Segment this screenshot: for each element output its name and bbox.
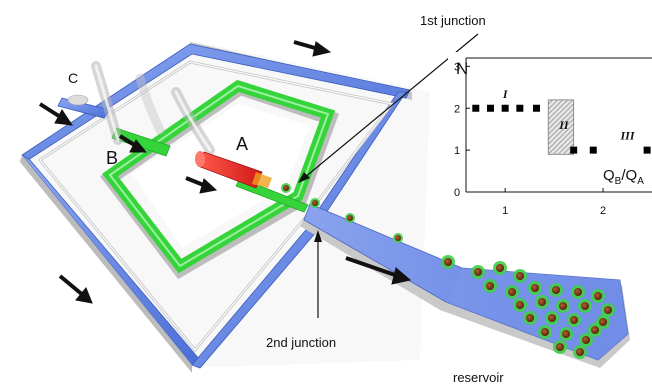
droplet <box>538 325 552 339</box>
x-tick-label: 2 <box>600 205 606 217</box>
region-label: III <box>620 129 636 143</box>
droplet <box>567 313 581 327</box>
droplet <box>549 283 563 297</box>
flow-arrows <box>38 40 412 304</box>
data-point <box>570 146 578 154</box>
droplet <box>393 233 403 243</box>
data-point <box>532 104 540 112</box>
chart-ticks: 0 1 2 3 1 2 <box>454 61 606 217</box>
droplet <box>556 299 570 313</box>
droplet <box>493 261 507 275</box>
droplet <box>483 279 497 293</box>
arrow-b <box>118 134 148 153</box>
droplet <box>573 345 587 359</box>
inlet-a-label: A <box>236 134 248 154</box>
arrow-a <box>185 176 218 194</box>
inlet-b-label: B <box>106 148 118 168</box>
droplet <box>601 303 615 317</box>
inlet-c-label: C <box>68 70 78 86</box>
y-tick-label: 3 <box>454 61 460 73</box>
inner-channel <box>195 151 272 189</box>
chart-points <box>472 104 651 154</box>
region-label: I <box>502 87 509 101</box>
arrow-top <box>293 40 332 57</box>
droplet <box>513 298 527 312</box>
first-junction-label: 1st junction <box>420 13 486 28</box>
droplets <box>281 183 615 359</box>
data-point <box>472 104 480 112</box>
shaded-band <box>547 99 575 155</box>
droplet <box>578 299 592 313</box>
droplet <box>471 265 485 279</box>
data-point <box>589 146 597 154</box>
outer-channel <box>20 42 412 373</box>
droplet <box>513 269 527 283</box>
chart-ylabel: N <box>456 59 468 78</box>
droplet <box>281 183 291 193</box>
droplet <box>523 311 537 325</box>
droplet <box>559 327 573 341</box>
droplet <box>571 285 585 299</box>
droplet <box>441 255 455 269</box>
droplet <box>588 323 602 337</box>
y-tick-label: 1 <box>454 145 460 157</box>
droplet <box>579 333 593 347</box>
arrow-output <box>345 256 412 285</box>
data-point <box>516 104 524 112</box>
data-point <box>486 104 494 112</box>
droplet <box>310 198 320 208</box>
reservoir-label: reservoir <box>453 370 504 385</box>
droplet <box>505 285 519 299</box>
x-tick-label: 1 <box>502 205 508 217</box>
chart-xlabel: QB/QA <box>603 167 644 187</box>
y-tick-label: 2 <box>454 103 460 115</box>
droplet <box>545 311 559 325</box>
region-label: II <box>558 118 570 132</box>
droplet <box>535 295 549 309</box>
y-tick-label: 0 <box>454 187 460 199</box>
arrow-left <box>38 102 74 126</box>
inlet-tubes <box>91 61 215 155</box>
data-point <box>643 146 651 154</box>
second-junction-label: 2nd junction <box>266 335 336 350</box>
droplet <box>345 213 355 223</box>
arrow-bottom-left <box>58 274 93 304</box>
droplet <box>553 340 567 354</box>
droplet <box>591 289 605 303</box>
droplet <box>528 281 542 295</box>
middle-channel <box>99 79 340 280</box>
data-point <box>501 104 509 112</box>
